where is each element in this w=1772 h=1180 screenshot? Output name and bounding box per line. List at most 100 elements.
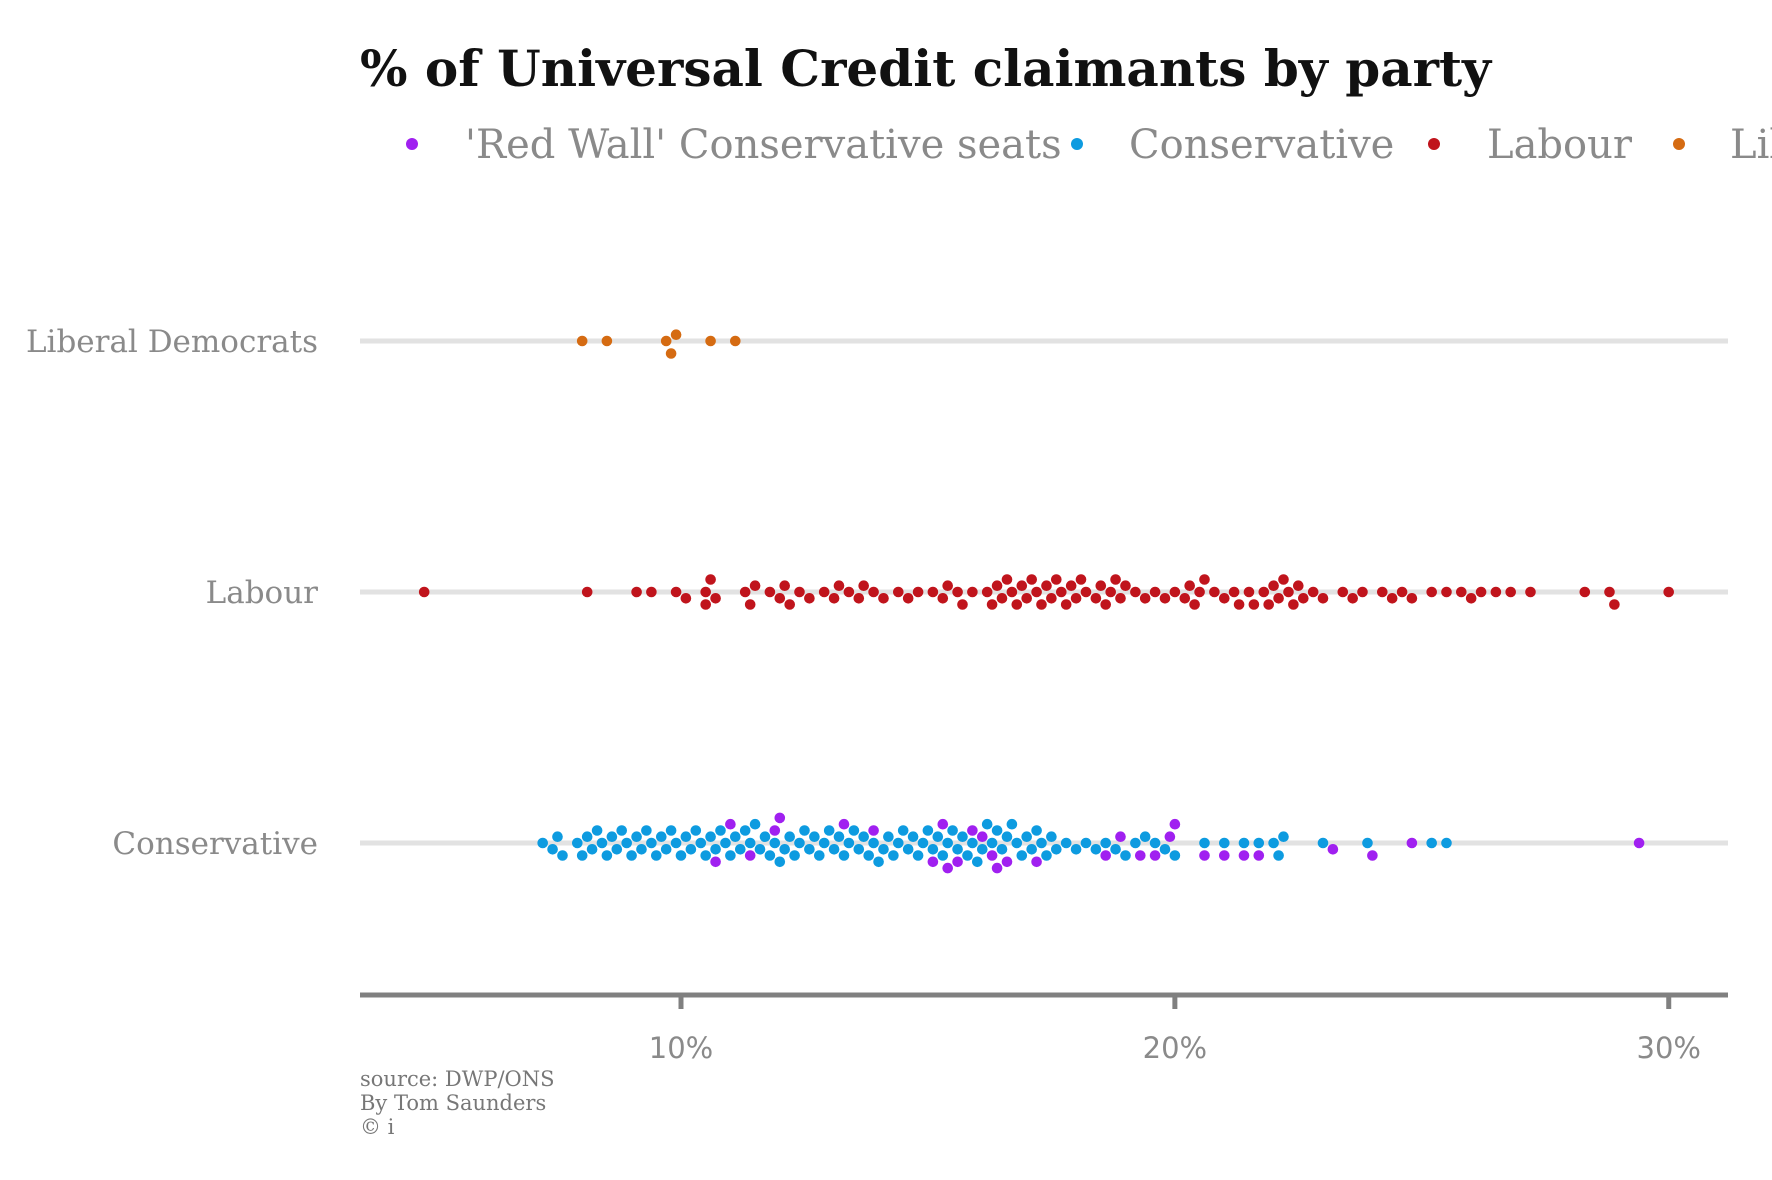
dot-labour (957, 599, 968, 610)
dot-labour (1184, 580, 1195, 591)
dot-conservative (656, 831, 667, 842)
dot-conservative (947, 825, 958, 836)
dot-conservative (1362, 837, 1373, 849)
dot-red-wall-conservative-seats (1031, 856, 1042, 868)
dot-conservative (1051, 844, 1062, 855)
dot-red-wall-conservative-seats (868, 825, 879, 836)
dot-labour (794, 586, 805, 598)
dot-red-wall-conservative-seats (774, 812, 786, 824)
dot-conservative (665, 825, 677, 836)
dot-labour (774, 593, 786, 604)
dot-labour (828, 593, 840, 604)
dot-labour (1525, 586, 1536, 598)
dot-labour (700, 586, 711, 598)
dot-conservative (972, 856, 983, 868)
dot-conservative (547, 844, 558, 855)
dot-conservative (1046, 831, 1057, 842)
x-tick-label-10: 10% (649, 1031, 713, 1065)
source-note: source: DWP/ONS (360, 1067, 555, 1091)
dot-conservative (907, 831, 919, 842)
dot-labour (1465, 593, 1477, 604)
dot-labour (1149, 586, 1161, 598)
dot-conservative (660, 844, 672, 855)
dot-labour (1283, 586, 1294, 598)
dot-conservative (606, 831, 618, 842)
dot-labour (1396, 586, 1408, 598)
dot-conservative (715, 825, 726, 836)
dot-labour (1169, 586, 1181, 598)
dot-red-wall-conservative-seats (710, 856, 721, 868)
dot-conservative (1426, 837, 1437, 849)
dot-conservative (1011, 837, 1023, 849)
dot-conservative (1159, 844, 1171, 855)
dot-labour (1386, 593, 1398, 604)
dot-conservative (957, 831, 968, 842)
dot-red-wall-conservative-seats (991, 862, 1003, 874)
dot-labour (1060, 599, 1072, 610)
byline-note: By Tom Saunders (360, 1091, 546, 1115)
dot-conservative (1199, 837, 1210, 849)
dot-labour (893, 586, 904, 598)
dot-labour (1278, 574, 1289, 585)
dot-conservative (670, 837, 682, 849)
chart-title: % of Universal Credit claimants by party (360, 39, 1493, 98)
dot-labour (779, 580, 790, 591)
dot-labour (1317, 593, 1329, 604)
dot-conservative (1090, 844, 1102, 855)
dot-labour (937, 593, 949, 604)
dot-conservative (823, 825, 835, 836)
dot-labour (1337, 586, 1349, 598)
dot-conservative (710, 844, 721, 855)
dot-conservative (537, 837, 548, 849)
dot-labour (418, 586, 430, 598)
dot-liberal-democrats (670, 329, 682, 341)
dot-red-wall-conservative-seats (1327, 844, 1339, 855)
dot-labour (1441, 586, 1452, 598)
dot-labour (1663, 586, 1674, 598)
dot-conservative (1219, 837, 1230, 849)
dot-conservative (576, 850, 588, 861)
dot-labour (843, 586, 855, 598)
dot-conservative (794, 837, 805, 849)
dot-labour (1006, 586, 1018, 598)
dot-conservative (927, 844, 939, 855)
dot-labour (1604, 586, 1615, 598)
dot-red-wall-conservative-seats (1001, 856, 1013, 868)
category-label-liberal-democrats: Liberal Democrats (26, 324, 318, 360)
dot-labour (1016, 580, 1028, 591)
legend-label-red-wall: 'Red Wall' Conservative seats (465, 122, 1062, 168)
dot-conservative (769, 837, 781, 849)
dot-labour (646, 586, 657, 598)
dot-conservative (1006, 818, 1018, 830)
dot-labour (1036, 599, 1047, 610)
dot-conservative (764, 850, 776, 861)
dot-conservative (572, 837, 583, 849)
dot-conservative (917, 837, 929, 849)
dot-conservative (853, 844, 865, 855)
dot-labour (952, 586, 963, 598)
dot-conservative (1036, 837, 1047, 849)
dot-conservative (789, 850, 800, 861)
dot-labour (1243, 586, 1255, 598)
dot-red-wall-conservative-seats (838, 818, 850, 830)
dot-labour (631, 586, 642, 598)
dot-red-wall-conservative-seats (1633, 837, 1645, 849)
dot-labour (710, 593, 721, 604)
dot-conservative (863, 850, 874, 861)
dot-conservative (1317, 837, 1329, 849)
dot-conservative (641, 825, 652, 836)
dot-conservative (967, 837, 978, 849)
dot-conservative (868, 837, 879, 849)
dot-labour (1051, 574, 1062, 585)
dot-labour (981, 586, 993, 598)
dot-labour (1406, 593, 1418, 604)
dot-conservative (1273, 850, 1284, 861)
dot-labour (1115, 593, 1126, 604)
dot-labour (1209, 586, 1220, 598)
dot-red-wall-conservative-seats (937, 818, 949, 830)
dot-conservative (1253, 837, 1265, 849)
dot-conservative (784, 831, 795, 842)
dot-conservative (739, 825, 751, 836)
legend-swatch-liberal-democrats (1673, 138, 1685, 150)
